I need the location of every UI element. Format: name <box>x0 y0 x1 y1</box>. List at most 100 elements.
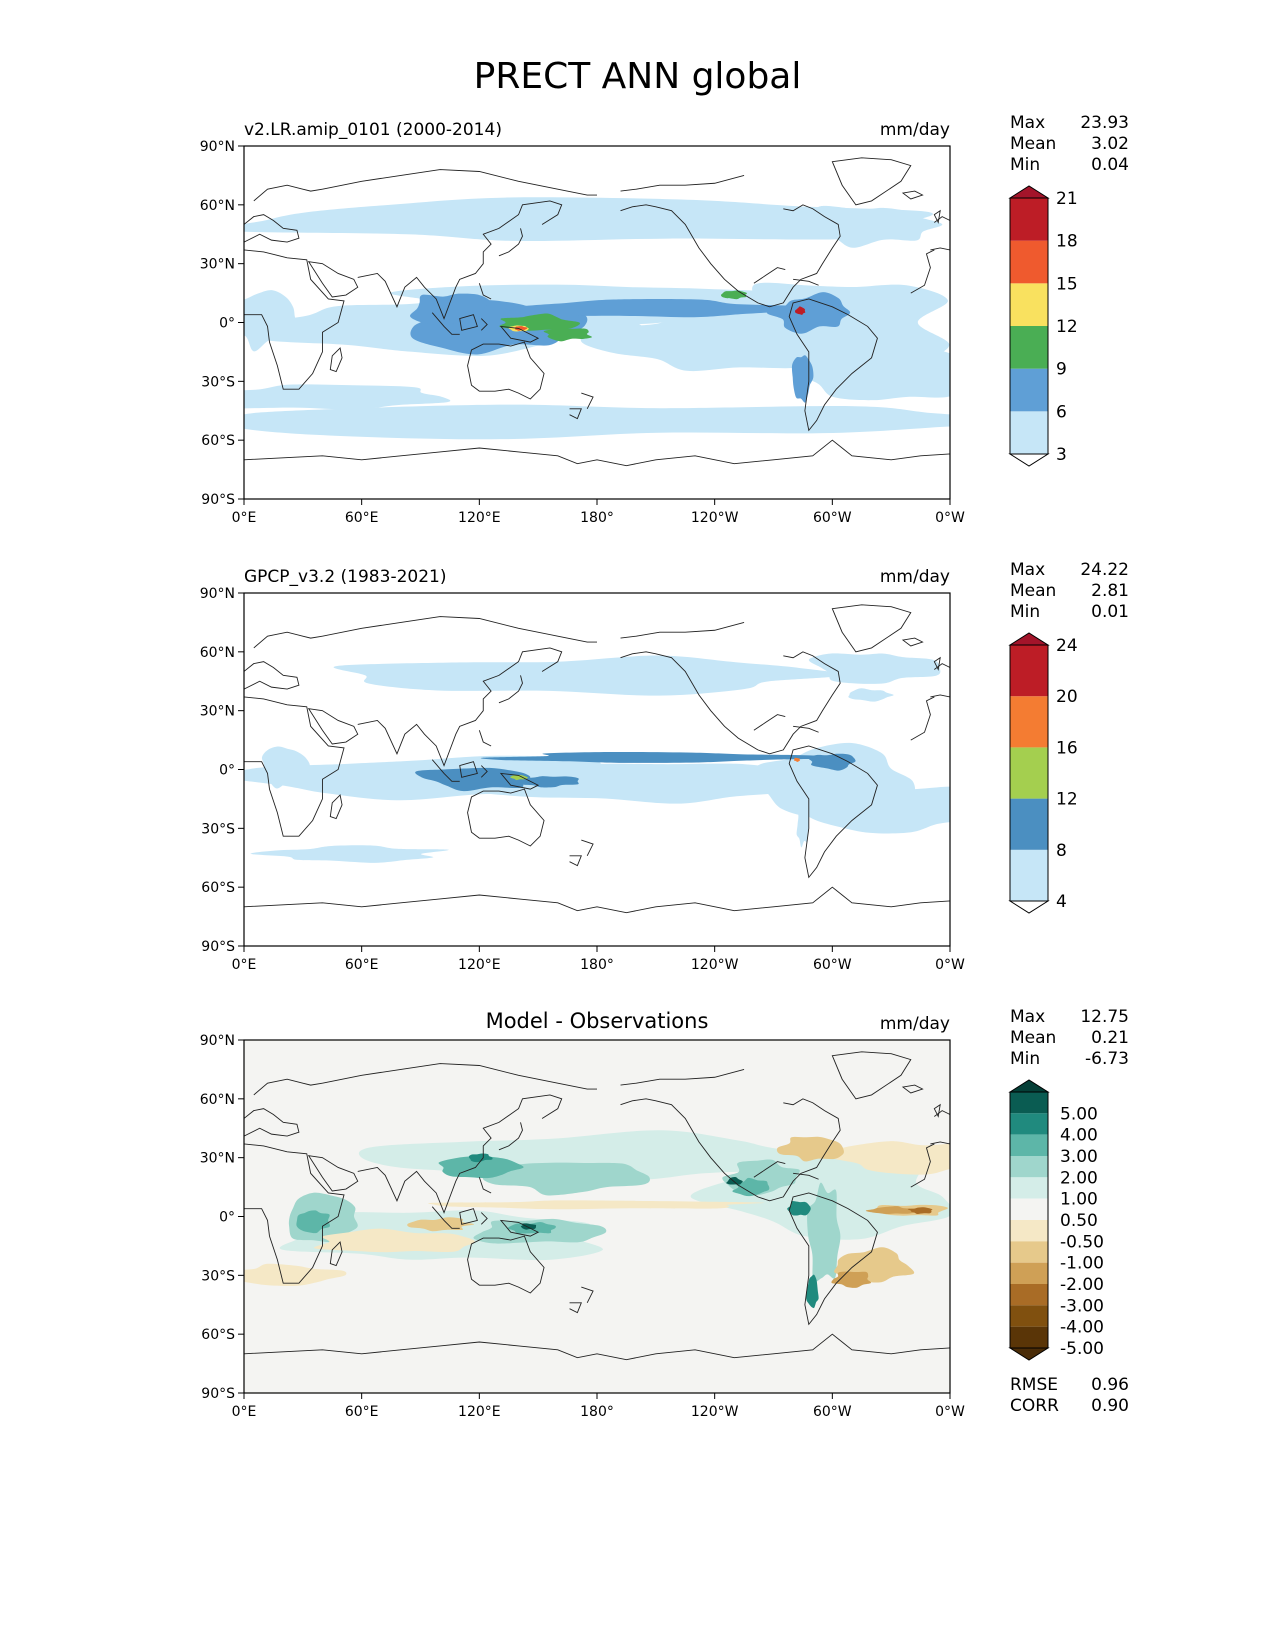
map-panel-1: 0°E 60°E 120°E 180° 120°W 60°W 0°W90°N60°N30°N… <box>200 113 1129 526</box>
stat-label: Max <box>1010 560 1045 580</box>
colorbar-segment <box>1010 1092 1048 1114</box>
y-tick-label: 30°N <box>200 704 235 720</box>
colorbar-under-arrow <box>1008 1347 1050 1361</box>
colorbar-segment <box>1010 368 1048 412</box>
colorbar-tick-label: 3.00 <box>1060 1147 1098 1167</box>
contour-region <box>250 845 449 863</box>
contour-region <box>244 197 933 242</box>
colorbar-tick-label: -4.00 <box>1060 1318 1104 1338</box>
stat-value: -6.73 <box>1085 1049 1129 1069</box>
colorbar-tick-label: 9 <box>1056 360 1067 380</box>
x-tick-label: 0°W <box>935 1404 965 1420</box>
colorbar-segment <box>1010 1262 1048 1284</box>
colorbar-tick-label: 24 <box>1056 636 1078 656</box>
colorbar-tick-label: -2.00 <box>1060 1275 1104 1295</box>
stat-label: Mean <box>1010 134 1056 154</box>
stat-value: 3.02 <box>1091 134 1129 154</box>
x-tick-label: 120°W <box>691 510 739 526</box>
x-tick-label: 120°E <box>458 957 501 973</box>
contour-region <box>407 1217 475 1232</box>
contour-region <box>829 1141 950 1175</box>
colorbar-segment <box>1010 326 1048 369</box>
colorbar-segment <box>1010 198 1048 241</box>
colorbar-tick-label: 8 <box>1056 841 1067 861</box>
y-tick-label: 0° <box>219 763 235 779</box>
y-tick-label: 30°N <box>200 257 235 273</box>
colorbar-tick-label: 4 <box>1056 892 1067 912</box>
x-tick-label: 0°E <box>232 1404 257 1420</box>
stat-label: Max <box>1010 1007 1045 1027</box>
x-tick-label: 120°E <box>458 1404 501 1420</box>
x-tick-label: 0°W <box>935 957 965 973</box>
colorbar-tick-label: 1.00 <box>1060 1190 1098 1210</box>
contour-region <box>580 313 847 372</box>
x-tick-label: 180° <box>580 510 614 526</box>
contour-region <box>796 802 810 848</box>
contour-region <box>244 404 950 440</box>
contour-region <box>766 292 851 334</box>
colorbar-segment <box>1010 645 1048 697</box>
panel-title: v2.LR.amip_0101 (2000-2014) <box>244 120 502 140</box>
colorbar-tick-label: 16 <box>1056 738 1078 758</box>
units-label: mm/day <box>880 120 950 140</box>
x-tick-label: 60°E <box>345 957 379 973</box>
colorbar-segment <box>1010 240 1048 284</box>
contour-region <box>514 326 528 331</box>
colorbar-tick-label: 0.50 <box>1060 1211 1098 1231</box>
stat-label: Min <box>1010 602 1040 622</box>
colorbar-frame <box>1009 1091 1049 1349</box>
stat-value: 0.04 <box>1091 155 1129 175</box>
map-panel-3: 0°E 60°E 120°E 180° 120°W 60°W 0°W 90°N 60°N 30°N… <box>200 1007 1129 1420</box>
contour-region <box>510 774 528 781</box>
contour-region <box>468 1153 493 1163</box>
colorbar-segment <box>1010 283 1048 326</box>
contour-field <box>244 1130 950 1309</box>
x-tick-label: 180° <box>580 957 614 973</box>
contour-region <box>807 1182 841 1283</box>
colorbar-segment <box>1010 798 1048 850</box>
y-tick-label: 90°S <box>201 492 235 508</box>
colorbar-under-arrow <box>1008 900 1050 914</box>
x-tick-label: 120°E <box>458 510 501 526</box>
x-tick-label: 0°W <box>935 510 965 526</box>
colorbar-under-arrow <box>1008 453 1050 467</box>
colorbar-segment <box>1010 1113 1048 1135</box>
y-tick-label: 30°N <box>200 1151 235 1167</box>
colorbar-tick-label: -0.50 <box>1060 1232 1104 1252</box>
stat-value: 0.21 <box>1091 1028 1129 1048</box>
contour-region <box>808 653 941 684</box>
colorbar-over-arrow <box>1008 1079 1050 1093</box>
contour-region <box>296 1210 331 1234</box>
y-tick-label: 90°S <box>201 939 235 955</box>
colorbar-over-arrow <box>1008 185 1050 199</box>
stat-value: 2.81 <box>1091 581 1129 601</box>
metric-label: RMSE <box>1010 1375 1058 1395</box>
colorbar-tick-label: 15 <box>1056 274 1078 294</box>
colorbar-tick-label: 6 <box>1056 402 1067 422</box>
units-label: mm/day <box>880 1014 950 1034</box>
colorbar: 5.004.003.002.001.000.50-0.50-1.00-2.00-… <box>1008 1079 1104 1361</box>
contour-region <box>796 341 950 401</box>
colorbar-tick-label: -3.00 <box>1060 1296 1104 1316</box>
metric-label: CORR <box>1010 1396 1059 1416</box>
colorbar-frame <box>1009 644 1049 902</box>
y-tick-label: 60°N <box>200 645 235 661</box>
contour-region <box>410 293 490 326</box>
contour-region <box>907 1207 933 1214</box>
colorbar-frame <box>1009 197 1049 455</box>
y-tick-label: 60°S <box>201 1327 235 1343</box>
contour-region <box>520 1223 537 1230</box>
colorbar-segment <box>1010 1177 1048 1199</box>
contour-region <box>515 776 579 788</box>
colorbar-segment <box>1010 1134 1048 1156</box>
contour-region <box>428 1200 765 1210</box>
colorbar-segment <box>1010 1284 1048 1306</box>
y-tick-label: 30°S <box>201 1268 235 1284</box>
x-tick-label: 60°W <box>813 957 852 973</box>
contour-region <box>794 757 801 762</box>
contour-region <box>806 1274 819 1309</box>
contour-region <box>504 299 843 318</box>
colorbar: 4 8 12 16 20 24 <box>1008 632 1078 914</box>
colorbar-segment <box>1010 1305 1048 1327</box>
